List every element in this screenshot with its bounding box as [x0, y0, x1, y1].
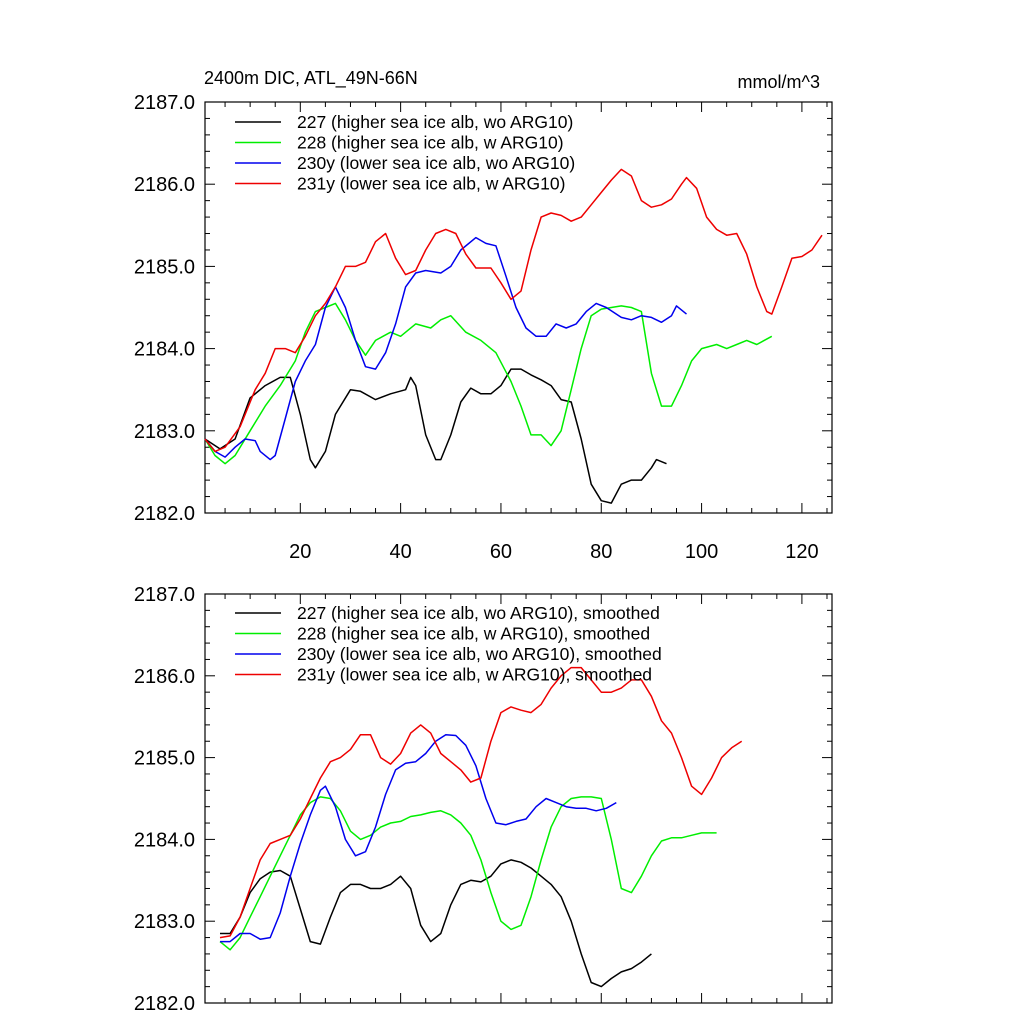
legend-label: 230y (lower sea ice alb, wo ARG10), smoo… — [297, 644, 662, 664]
legend-item: 228 (higher sea ice alb, w ARG10) — [235, 133, 564, 153]
x-tick-label: 100 — [685, 541, 718, 563]
y-tick-label: 2184.0 — [134, 829, 195, 851]
x-tick-label: 60 — [490, 541, 512, 563]
series-line — [219, 796, 717, 951]
y-tick-label: 2186.0 — [134, 666, 195, 688]
bottom-panel-axes: 2182.0 2183.0 2184.0 2185.0 2186.0 2187.0 — [134, 584, 833, 1015]
y-tick-label: 2182.0 — [134, 993, 195, 1015]
panel-title-right: mmol/m^3 — [738, 72, 820, 92]
y-tick-label: 2187.0 — [134, 584, 195, 606]
series-line — [219, 666, 743, 939]
top-panel: 2400m DIC, ATL_49N-66N mmol/m^3 20 40 60 80… — [134, 68, 833, 563]
y-tick-label: 2183.0 — [134, 421, 195, 443]
series-line — [204, 302, 773, 465]
legend-label: 228 (higher sea ice alb, w ARG10) — [297, 133, 564, 153]
legend-item: 231y (lower sea ice alb, w ARG10) — [235, 174, 565, 194]
legend-item: 227 (higher sea ice alb, wo ARG10) — [235, 112, 573, 132]
series-line — [204, 168, 823, 453]
plot-frame — [204, 593, 833, 1004]
legend-item: 227 (higher sea ice alb, wo ARG10), smoo… — [235, 603, 660, 623]
top-panel-series — [204, 168, 823, 504]
legend-label: 227 (higher sea ice alb, wo ARG10), smoo… — [297, 603, 660, 623]
bottom-panel: 2182.0 2183.0 2184.0 2185.0 2186.0 2187.0 227… — [134, 584, 833, 1015]
y-tick-label: 2186.0 — [134, 174, 195, 196]
x-tick-label: 20 — [289, 541, 311, 563]
y-tick-label: 2182.0 — [134, 503, 195, 525]
y-tick-label: 2185.0 — [134, 748, 195, 770]
series-line — [204, 236, 687, 461]
x-tick-label: 80 — [590, 541, 612, 563]
y-tick-label: 2185.0 — [134, 256, 195, 278]
bottom-panel-series — [219, 666, 743, 988]
bottom-panel-legend: 227 (higher sea ice alb, wo ARG10), smoo… — [235, 603, 662, 685]
legend-item: 231y (lower sea ice alb, w ARG10), smoot… — [235, 665, 652, 685]
legend-label: 227 (higher sea ice alb, wo ARG10) — [297, 112, 573, 132]
legend-label: 231y (lower sea ice alb, w ARG10) — [297, 174, 565, 194]
top-panel-legend: 227 (higher sea ice alb, wo ARG10)228 (h… — [235, 112, 575, 194]
x-tick-label: 120 — [785, 541, 818, 563]
y-tick-label: 2187.0 — [134, 92, 195, 114]
legend-item: 228 (higher sea ice alb, w ARG10), smoot… — [235, 624, 650, 644]
y-tick-label: 2184.0 — [134, 339, 195, 361]
top-panel-axes: 20 40 60 80 100 120 2182.0 2183.0 2184.0 2185.0 21… — [134, 92, 833, 563]
legend-item: 230y (lower sea ice alb, wo ARG10), smoo… — [235, 644, 662, 664]
y-tick-label: 2183.0 — [134, 911, 195, 933]
legend-label: 231y (lower sea ice alb, w ARG10), smoot… — [297, 665, 652, 685]
legend-label: 228 (higher sea ice alb, w ARG10), smoot… — [297, 624, 650, 644]
x-tick-label: 40 — [389, 541, 411, 563]
series-line — [204, 368, 667, 504]
panel-title-left: 2400m DIC, ATL_49N-66N — [204, 68, 418, 89]
series-line — [220, 859, 652, 988]
legend-item: 230y (lower sea ice alb, wo ARG10) — [235, 153, 575, 173]
legend-label: 230y (lower sea ice alb, wo ARG10) — [297, 153, 575, 173]
series-line — [220, 733, 617, 943]
plot-frame — [204, 101, 833, 514]
